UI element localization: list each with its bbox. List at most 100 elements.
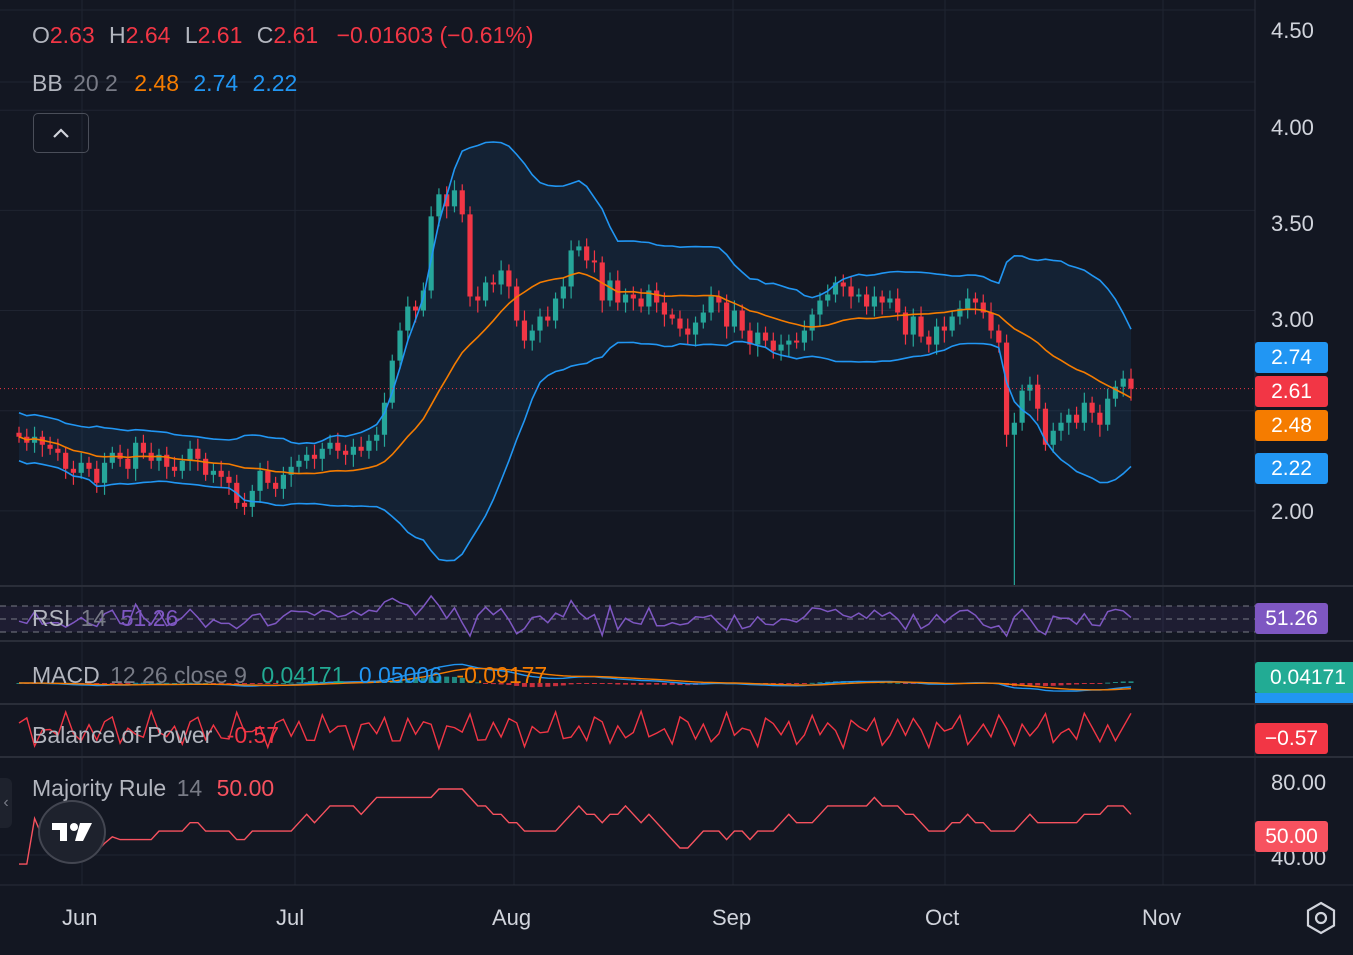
candle <box>809 308 815 341</box>
candle-body <box>249 490 255 507</box>
candle-body <box>451 190 458 207</box>
candle <box>949 310 955 337</box>
candle <box>646 284 652 315</box>
y-tick-4-50: 4.50 <box>1271 18 1314 43</box>
candle <box>630 286 636 311</box>
candle <box>584 238 590 269</box>
candle-body <box>1097 412 1103 425</box>
candle-body <box>475 296 481 301</box>
candle-body <box>1035 384 1041 409</box>
candle-body <box>817 300 823 315</box>
candle <box>576 240 582 257</box>
candle <box>482 276 489 307</box>
candle-body <box>1112 386 1119 399</box>
macd-hist-bar <box>669 683 675 685</box>
gear-icon[interactable] <box>1303 900 1339 936</box>
candle <box>397 322 403 369</box>
macd-hist-bar <box>444 676 450 683</box>
candle <box>444 186 450 219</box>
candle-body <box>444 194 450 207</box>
candle <box>55 438 61 461</box>
candle-body <box>296 460 302 467</box>
macd-hist-bar <box>553 683 559 687</box>
macd-hist-bar <box>156 682 162 684</box>
candle-body <box>568 250 574 287</box>
candle-body <box>949 316 955 331</box>
candle <box>498 260 504 295</box>
macd-hist-bar <box>825 681 831 683</box>
candle-body <box>156 454 162 461</box>
candle <box>1042 402 1049 451</box>
collapse-legend-button[interactable] <box>33 113 89 153</box>
candle-body <box>109 452 115 463</box>
macd-hist-bar <box>1112 682 1118 684</box>
bb-legend[interactable]: BB 20 2 2.48 2.74 2.22 <box>32 70 298 96</box>
bb-upper-tag: 2.74 <box>1255 342 1328 373</box>
candle-body <box>988 312 994 331</box>
change-value: −0.01603 (−0.61%) <box>336 22 534 48</box>
candle-body <box>164 454 170 467</box>
macd-hist-bar <box>1074 683 1080 685</box>
sidebar-toggle-button[interactable]: ‹ <box>0 778 12 828</box>
candle <box>685 318 691 345</box>
bop-value: -0.57 <box>226 722 280 748</box>
candle <box>957 300 963 325</box>
x-tick-nov: Nov <box>1142 905 1182 930</box>
candle <box>125 448 131 479</box>
macd-hist-bar <box>475 682 481 684</box>
macd-legend[interactable]: MACD 12 26 close 9 0.04171 0.05006 -0.09… <box>32 662 548 688</box>
candle <box>490 274 496 293</box>
candle <box>273 476 279 497</box>
candle <box>716 290 722 313</box>
macd-hist-bar <box>187 682 193 684</box>
candle <box>319 442 325 471</box>
candle <box>654 282 660 313</box>
candle <box>801 320 807 351</box>
macd-hist-bar <box>584 683 590 684</box>
candle-body <box>16 432 22 437</box>
candle <box>210 462 217 483</box>
macd-hist-bar <box>786 683 792 684</box>
candle-body <box>1128 378 1134 389</box>
candle <box>965 288 971 319</box>
candle <box>109 446 115 469</box>
mr-tick-80: 80.00 <box>1271 770 1327 795</box>
candle-body <box>685 328 691 335</box>
macd-hist-bar <box>545 683 551 687</box>
macd-hist-bar <box>1058 683 1064 686</box>
macd-hist-bar <box>280 682 286 684</box>
candle <box>926 330 932 353</box>
x-tick-aug: Aug <box>492 905 532 930</box>
macd-hist-bar <box>1035 683 1041 686</box>
bop-legend[interactable]: Balance of Power -0.57 <box>32 722 280 748</box>
candle-body <box>428 216 434 291</box>
candle <box>941 316 947 343</box>
candle <box>187 440 193 471</box>
candle <box>825 284 831 307</box>
mr-legend[interactable]: Majority Rule 14 50.00 <box>32 775 275 801</box>
candle <box>902 306 909 345</box>
macd-hist-bar <box>273 683 279 684</box>
candle-body <box>94 468 100 483</box>
candle <box>747 322 753 355</box>
candle <box>459 184 465 223</box>
candle-body <box>31 436 38 443</box>
candle-body <box>1105 398 1111 425</box>
candle <box>708 286 714 321</box>
candle <box>1003 334 1010 447</box>
candle-body <box>576 246 582 251</box>
macd-hist-bar <box>242 683 248 685</box>
rsi-legend[interactable]: RSI 14 51.26 <box>32 605 179 631</box>
macd-hist-bar <box>459 677 465 683</box>
candle <box>1097 404 1103 437</box>
candle-body <box>350 446 356 455</box>
macd-hist-bar <box>1066 683 1072 685</box>
low-value: 2.61 <box>197 22 243 48</box>
tradingview-logo-icon[interactable] <box>38 800 106 864</box>
macd-hist-bar <box>257 683 263 684</box>
macd-hist-bar <box>94 683 100 685</box>
x-tick-oct: Oct <box>925 905 960 930</box>
candle <box>288 456 294 487</box>
candle <box>1035 374 1041 421</box>
